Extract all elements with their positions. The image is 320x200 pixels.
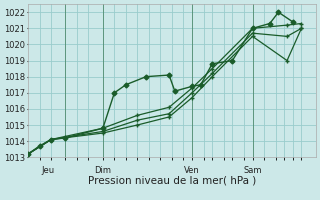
Text: Dim: Dim xyxy=(94,166,111,175)
Text: Jeu: Jeu xyxy=(42,166,55,175)
Text: Sam: Sam xyxy=(243,166,262,175)
X-axis label: Pression niveau de la mer( hPa ): Pression niveau de la mer( hPa ) xyxy=(88,176,256,186)
Text: Ven: Ven xyxy=(184,166,200,175)
